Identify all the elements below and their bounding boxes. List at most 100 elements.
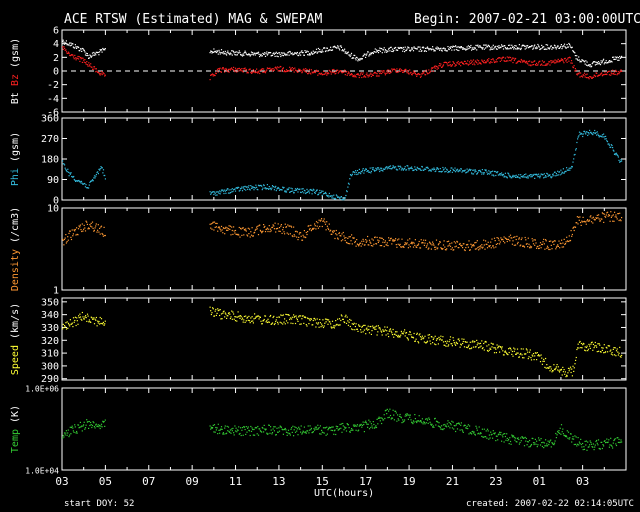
data-point xyxy=(548,366,550,368)
data-point xyxy=(506,176,508,178)
data-point xyxy=(395,70,397,72)
data-point xyxy=(590,221,593,223)
data-point xyxy=(299,188,301,190)
data-point xyxy=(356,328,358,330)
data-point xyxy=(508,348,510,350)
data-point xyxy=(403,48,405,50)
data-point xyxy=(211,52,213,54)
data-point xyxy=(69,172,71,174)
data-point xyxy=(357,330,359,332)
data-point xyxy=(319,72,321,74)
data-point xyxy=(586,345,588,347)
data-point xyxy=(229,69,231,71)
data-point xyxy=(99,233,101,235)
data-point xyxy=(552,173,554,175)
data-point xyxy=(565,435,567,437)
data-point xyxy=(244,50,246,52)
data-point xyxy=(576,443,579,445)
data-point xyxy=(520,244,522,246)
data-point xyxy=(614,438,616,440)
data-point xyxy=(439,339,441,341)
data-point xyxy=(591,77,593,79)
data-point xyxy=(210,193,212,195)
data-point xyxy=(213,193,215,196)
data-point xyxy=(305,432,307,434)
data-point xyxy=(85,62,87,64)
data-point xyxy=(477,44,479,46)
data-point xyxy=(458,243,460,245)
data-point xyxy=(491,46,493,48)
data-point xyxy=(258,53,260,55)
data-point xyxy=(557,369,559,371)
data-point xyxy=(79,50,81,52)
data-point xyxy=(569,57,571,59)
data-point xyxy=(67,327,69,329)
data-point xyxy=(83,421,85,423)
data-point xyxy=(530,444,532,447)
data-point xyxy=(576,141,578,144)
y-tick-label: 290 xyxy=(41,374,59,385)
data-point xyxy=(509,59,511,62)
data-point xyxy=(510,60,512,62)
data-point xyxy=(525,62,527,64)
data-point xyxy=(619,70,621,72)
data-point xyxy=(64,47,66,49)
data-point xyxy=(587,76,589,79)
data-point xyxy=(379,245,381,247)
data-point xyxy=(529,349,531,351)
data-point xyxy=(68,436,70,438)
data-point xyxy=(360,73,362,75)
data-point xyxy=(441,248,443,250)
data-point xyxy=(520,47,522,49)
data-point xyxy=(460,343,462,345)
data-point xyxy=(210,74,212,76)
data-point xyxy=(293,71,295,73)
data-point xyxy=(303,431,305,433)
data-point xyxy=(613,58,616,60)
data-point xyxy=(481,47,483,49)
data-point xyxy=(568,42,570,45)
data-point xyxy=(531,354,533,356)
data-point xyxy=(545,367,547,369)
data-point xyxy=(446,62,448,64)
data-point xyxy=(264,315,267,317)
data-point xyxy=(524,61,526,63)
data-point xyxy=(574,226,577,228)
data-point xyxy=(218,68,220,70)
data-point xyxy=(511,177,513,179)
data-point xyxy=(586,449,588,451)
data-point xyxy=(356,173,358,176)
data-point xyxy=(405,332,408,334)
data-point xyxy=(372,245,374,247)
data-point xyxy=(250,185,252,187)
data-point xyxy=(565,47,567,49)
data-point xyxy=(90,66,92,68)
data-point xyxy=(541,442,543,444)
data-point xyxy=(446,342,448,344)
data-point xyxy=(286,434,288,436)
data-point xyxy=(95,54,97,56)
data-point xyxy=(416,421,418,424)
data-point xyxy=(418,46,420,48)
data-point xyxy=(212,307,214,309)
data-point xyxy=(70,433,72,435)
data-point xyxy=(493,175,495,177)
data-point xyxy=(346,242,348,244)
data-point xyxy=(558,240,560,242)
data-point xyxy=(542,441,544,443)
data-point xyxy=(337,196,339,198)
data-point xyxy=(280,314,282,316)
data-point xyxy=(86,61,88,63)
data-point xyxy=(466,425,468,427)
data-point xyxy=(553,442,556,444)
data-point xyxy=(210,426,212,428)
data-point xyxy=(552,47,554,49)
data-point xyxy=(598,61,600,63)
data-point xyxy=(271,54,274,56)
data-point xyxy=(502,433,505,435)
data-point xyxy=(273,426,275,428)
data-point xyxy=(273,225,275,227)
data-point xyxy=(585,133,587,135)
data-point xyxy=(223,227,225,230)
data-point xyxy=(569,239,572,242)
